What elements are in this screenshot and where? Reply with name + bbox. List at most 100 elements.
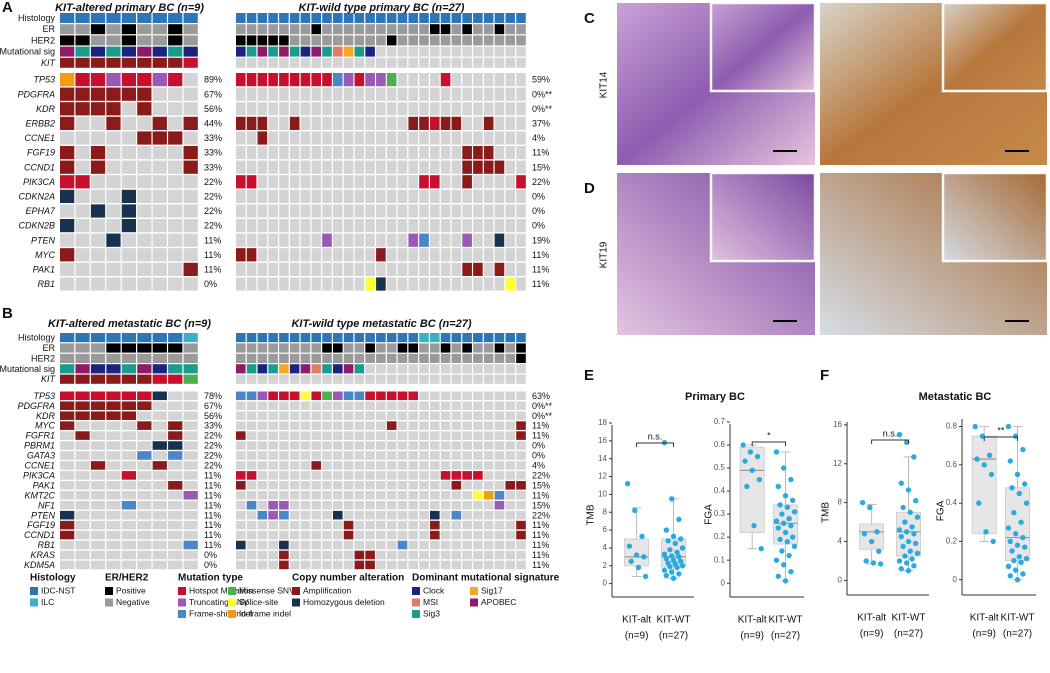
empty-cell — [152, 189, 167, 203]
empty-cell — [462, 461, 472, 470]
annotation-cell — [246, 353, 257, 363]
empty-cell — [430, 540, 440, 550]
annotation-cell — [376, 353, 386, 363]
empty-cell — [365, 219, 375, 233]
empty-cell — [386, 550, 397, 560]
empty-cell — [311, 510, 322, 520]
empty-cell — [333, 550, 343, 560]
alteration-cell — [322, 73, 332, 87]
empty-cell — [516, 540, 526, 550]
empty-cell — [494, 560, 505, 570]
annotation-cell — [430, 343, 440, 353]
alteration-cell — [365, 391, 375, 401]
x-tick-note: (n=27) — [1003, 629, 1032, 640]
empty-cell — [289, 550, 300, 560]
annotation-cell — [397, 46, 408, 57]
data-point — [1020, 534, 1026, 541]
x-tick-note: (n=9) — [740, 631, 764, 642]
empty-cell — [462, 540, 472, 550]
empty-cell — [408, 131, 419, 145]
data-point — [976, 500, 982, 506]
y-tick-label: 0.6 — [946, 460, 958, 469]
data-point — [639, 533, 645, 540]
annotation-cell — [106, 364, 121, 374]
alteration-cell — [397, 391, 408, 401]
annotation-cell — [419, 343, 429, 353]
annotation-cell — [397, 35, 408, 46]
empty-cell — [236, 500, 246, 510]
empty-cell — [246, 520, 257, 530]
empty-cell — [451, 451, 462, 460]
data-point — [674, 564, 680, 571]
empty-cell — [311, 441, 322, 450]
data-point — [779, 511, 785, 517]
empty-cell — [333, 160, 343, 174]
empty-cell — [494, 550, 505, 560]
percent-label: 0% — [532, 441, 545, 451]
sample-label: KIT19 — [599, 241, 610, 268]
empty-cell — [397, 461, 408, 470]
annotation-cell — [152, 24, 167, 35]
annotation-cell — [121, 343, 137, 353]
empty-cell — [236, 411, 246, 420]
empty-cell — [516, 491, 526, 500]
annotation-label: Mutational sig — [0, 47, 55, 57]
annotation-cell — [60, 374, 75, 384]
empty-cell — [376, 471, 386, 480]
empty-cell — [121, 550, 137, 560]
empty-cell — [268, 219, 278, 233]
annotation-cell — [333, 35, 343, 46]
data-point — [676, 554, 682, 560]
data-point — [782, 529, 789, 536]
empty-cell — [430, 233, 440, 247]
empty-cell — [343, 500, 354, 510]
alteration-cell — [236, 540, 246, 550]
annotation-cell — [451, 13, 462, 23]
empty-cell — [268, 175, 278, 189]
percent-label: 56% — [204, 411, 222, 421]
y-tick-label: 0 — [953, 575, 958, 584]
empty-cell — [408, 550, 419, 560]
empty-cell — [451, 102, 462, 116]
annotation-cell — [90, 364, 106, 374]
y-tick-label: 14 — [598, 454, 607, 463]
empty-cell — [246, 411, 257, 420]
data-point — [670, 575, 677, 581]
annotation-cell — [516, 353, 526, 363]
empty-cell — [257, 431, 268, 440]
annotation-cell — [505, 374, 516, 384]
alteration-cell — [60, 248, 75, 262]
empty-cell — [236, 102, 246, 116]
data-point — [786, 552, 792, 559]
empty-cell — [408, 540, 419, 550]
empty-cell — [152, 560, 167, 570]
empty-cell — [137, 500, 152, 510]
alteration-cell — [505, 481, 516, 490]
empty-cell — [268, 116, 278, 130]
annotation-cell — [60, 343, 75, 353]
empty-cell — [430, 102, 440, 116]
annotation-cell — [246, 343, 257, 353]
empty-cell — [300, 421, 311, 430]
empty-cell — [152, 262, 167, 276]
empty-cell — [505, 421, 516, 430]
empty-cell — [257, 175, 268, 189]
annotation-cell — [451, 46, 462, 57]
empty-cell — [505, 87, 516, 101]
empty-cell — [440, 131, 451, 145]
annotation-cell — [268, 57, 278, 68]
empty-cell — [376, 540, 386, 550]
empty-cell — [483, 540, 494, 550]
empty-cell — [90, 491, 106, 500]
data-point — [784, 539, 790, 545]
annotation-cell — [168, 353, 183, 363]
data-point — [990, 538, 996, 545]
empty-cell — [473, 510, 483, 520]
annotation-cell — [322, 364, 332, 374]
legend-swatch — [412, 587, 420, 595]
alteration-cell — [152, 131, 167, 145]
legend-label: Positive — [116, 585, 146, 595]
empty-cell — [354, 189, 365, 203]
legend-swatch — [178, 587, 186, 595]
data-point — [791, 543, 798, 550]
